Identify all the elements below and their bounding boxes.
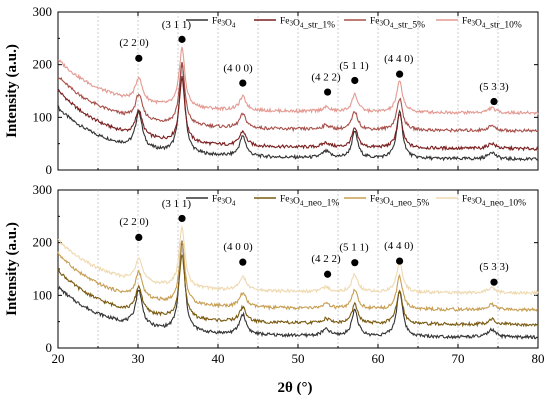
peak-label: (5 3 3) bbox=[479, 261, 509, 273]
peak-marker bbox=[490, 278, 498, 286]
series-line-fe3o4-str-1- bbox=[57, 75, 539, 152]
legend-label: Fe3O4 bbox=[212, 195, 236, 208]
y-tick-label: 200 bbox=[33, 57, 53, 72]
series-line-fe3o4-neo-5- bbox=[57, 241, 539, 313]
legend-label: Fe3O4_neo_1% bbox=[280, 195, 339, 209]
y-tick-label: 200 bbox=[33, 235, 53, 250]
peak-label: (3 1 1) bbox=[162, 19, 192, 31]
peak-label: (4 0 0) bbox=[223, 63, 253, 75]
bottom-panel: 20 30 40 50 60 70 80 0 100 200 300 Intensity (a.u.)… bbox=[4, 182, 545, 366]
x-tick-label: 30 bbox=[132, 351, 145, 366]
y-tick-label: 0 bbox=[46, 162, 53, 177]
x-tick-label: 80 bbox=[532, 351, 545, 366]
legend-label: Fe3O4_str_1% bbox=[280, 17, 335, 31]
series-line-fe3o4-str-10- bbox=[57, 46, 539, 116]
x-axis-title: 2θ (°) bbox=[277, 380, 312, 396]
peak-marker bbox=[239, 79, 247, 87]
peak-label: (5 1 1) bbox=[339, 60, 369, 72]
peak-label: (2 2 0) bbox=[119, 216, 149, 228]
peak-label: (3 1 1) bbox=[162, 198, 192, 210]
x-tick-label: 50 bbox=[292, 351, 305, 366]
x-tick-label: 40 bbox=[212, 351, 225, 366]
peak-label: (4 4 0) bbox=[384, 53, 414, 65]
legend-label: Fe3O4_str_10% bbox=[462, 17, 522, 31]
peak-marker bbox=[178, 35, 186, 43]
y-tick-label: 300 bbox=[33, 4, 53, 19]
peak-marker bbox=[135, 54, 143, 62]
x-tick-label: 20 bbox=[52, 351, 65, 366]
peak-label: (4 4 0) bbox=[384, 240, 414, 252]
peak-marker bbox=[239, 258, 247, 266]
y-axis-title: Intensity (a.u.) bbox=[4, 44, 20, 138]
peak-marker bbox=[396, 70, 404, 78]
peak-label: (4 2 2) bbox=[311, 71, 341, 83]
peak-label: (5 3 3) bbox=[479, 81, 509, 93]
peak-marker bbox=[396, 257, 404, 265]
peak-label: (4 0 0) bbox=[223, 241, 253, 253]
peak-marker bbox=[135, 233, 143, 241]
peak-marker bbox=[324, 88, 332, 96]
y-tick-label: 0 bbox=[46, 340, 53, 355]
top-panel: 0 100 200 300 Intensity (a.u.) (2 2 0) (3 1 1)… bbox=[4, 4, 539, 177]
legend-label: Fe3O4_str_5% bbox=[370, 17, 425, 31]
series-line-fe3o4-str-5- bbox=[57, 62, 539, 134]
y-axis-title: Intensity (a.u.) bbox=[4, 222, 20, 316]
peak-marker bbox=[490, 97, 498, 106]
series-line-fe3o4 bbox=[57, 240, 539, 341]
series-line-fe3o4 bbox=[57, 62, 539, 162]
peak-label: (2 2 0) bbox=[119, 37, 149, 49]
y-tick-label: 300 bbox=[33, 182, 53, 197]
series-line-fe3o4-neo-1- bbox=[57, 254, 539, 328]
peak-label: (4 2 2) bbox=[311, 253, 341, 265]
peak-label: (5 1 1) bbox=[339, 242, 369, 254]
legend-label: Fe3O4_neo_10% bbox=[462, 195, 526, 209]
peak-marker bbox=[178, 214, 186, 223]
x-tick-label: 70 bbox=[452, 351, 465, 366]
y-tick-label: 100 bbox=[33, 109, 53, 124]
x-tick-label: 60 bbox=[372, 351, 385, 366]
peak-marker bbox=[324, 270, 332, 278]
peak-marker bbox=[351, 259, 359, 267]
y-tick-label: 100 bbox=[33, 287, 53, 302]
series-line-fe3o4-neo-10- bbox=[57, 224, 539, 297]
peak-marker bbox=[351, 76, 359, 85]
legend-label: Fe3O4 bbox=[212, 17, 236, 30]
legend-label: Fe3O4_neo_5% bbox=[370, 195, 429, 209]
